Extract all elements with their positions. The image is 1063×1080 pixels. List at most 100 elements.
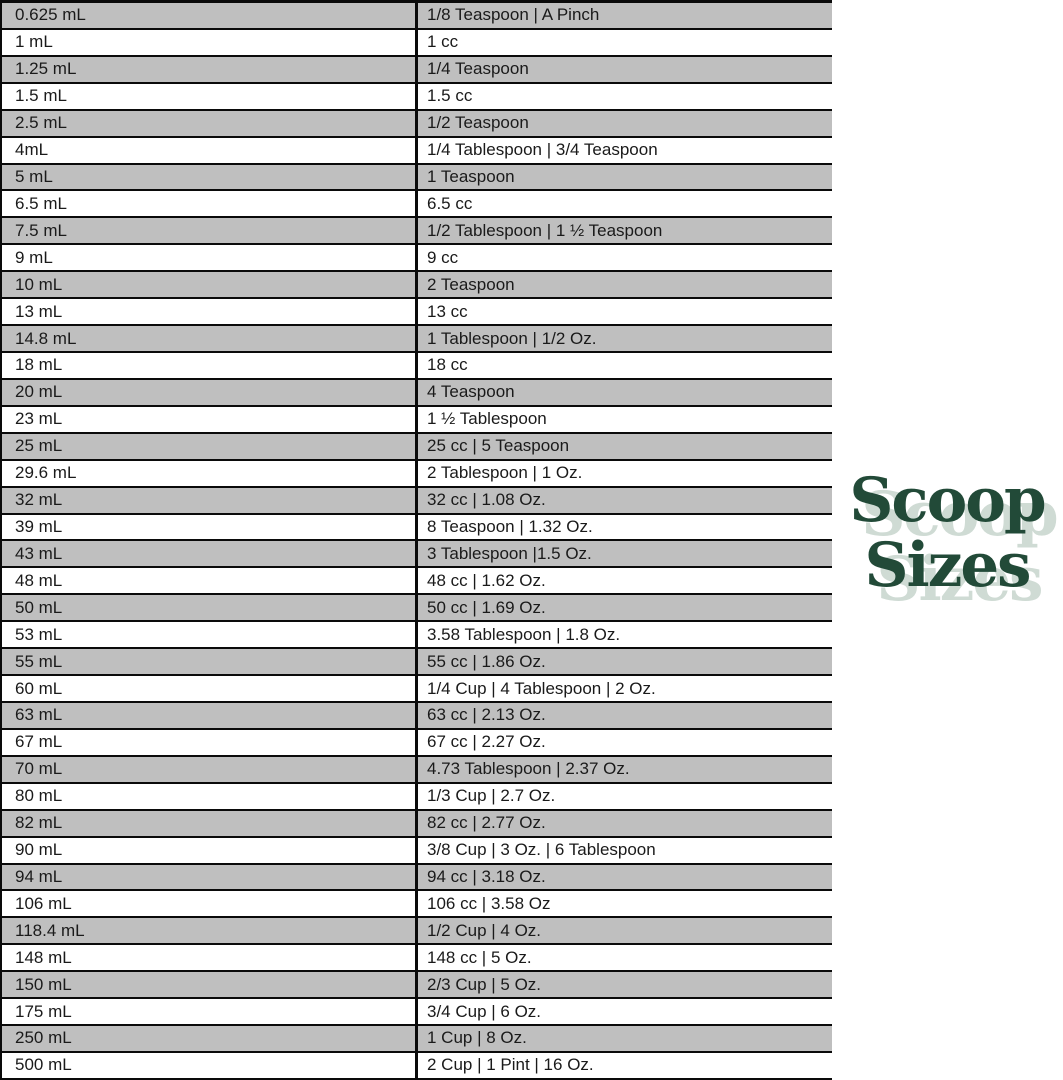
conversion-cell: 1 ½ Tablespoon (427, 409, 547, 429)
ml-cell: 82 mL (2, 810, 418, 836)
conversion-cell: 1/4 Cup | 4 Tablespoon | 2 Oz. (427, 678, 656, 698)
ml-cell: 1 mL (2, 29, 418, 55)
table-row: 20 mL 4 Teaspoon (2, 379, 832, 407)
ml-cell: 9 mL (2, 245, 418, 271)
ml-cell: 50 mL (2, 595, 418, 621)
table-row: 9 mL 9 cc (2, 245, 832, 273)
table-row: 1.5 mL 1.5 cc (2, 83, 832, 111)
table-row: 14.8 mL 1 Tablespoon | 1/2 Oz. (2, 326, 832, 353)
ml-cell: 23 mL (2, 406, 418, 432)
conversion-cell: 32 cc | 1.08 Oz. (427, 490, 546, 510)
table-row: 32 mL 32 cc | 1.08 Oz. (2, 487, 832, 515)
conversion-cell: 1/8 Teaspoon | A Pinch (427, 5, 600, 25)
conversion-cell: 63 cc | 2.13 Oz. (427, 705, 546, 725)
conversion-cell: 48 cc | 1.62 Oz. (427, 570, 546, 590)
table-row: 39 mL 8 Teaspoon | 1.32 Oz. (2, 514, 832, 542)
conversion-cell: 1 Tablespoon | 1/2 Oz. (427, 328, 597, 348)
table-row: 106 mL 106 cc | 3.58 Oz (2, 891, 832, 919)
conversion-cell: 1.5 cc (427, 86, 473, 106)
ml-cell: 150 mL (2, 972, 418, 998)
conversion-cell: 3 Tablespoon |1.5 Oz. (427, 543, 592, 563)
ml-cell: 94 mL (2, 864, 418, 890)
ml-cell: 106 mL (2, 891, 418, 917)
table-row: 7.5 mL 1/2 Tablespoon | 1 ½ Teaspoon (2, 218, 832, 246)
table-row: 53 mL 3.58 Tablespoon | 1.8 Oz. (2, 622, 832, 650)
ml-cell: 67 mL (2, 729, 418, 755)
conversion-cell: 4 Teaspoon (427, 382, 515, 402)
table-row: 70 mL 4.73 Tablespoon | 2.37 Oz. (2, 756, 832, 784)
table-row: 43 mL 3 Tablespoon |1.5 Oz. (2, 541, 832, 569)
table-row: 29.6 mL 2 Tablespoon | 1 Oz. (2, 460, 832, 488)
conversion-cell: 3/4 Cup | 6 Oz. (427, 1001, 542, 1021)
conversion-cell: 4.73 Tablespoon | 2.37 Oz. (427, 759, 630, 779)
table-row: 50 mL 50 cc | 1.69 Oz. (2, 595, 832, 623)
logo-line-1: Scoop (849, 465, 1046, 536)
ml-cell: 53 mL (2, 622, 418, 648)
scoop-sizes-logo: Scoop Sizes (831, 465, 1063, 601)
conversion-cell: 8 Teaspoon | 1.32 Oz. (427, 516, 593, 536)
ml-cell: 39 mL (2, 514, 418, 540)
conversion-cell: 1/2 Cup | 4 Oz. (427, 920, 542, 940)
table-row: 6.5 mL 6.5 cc (2, 191, 832, 219)
ml-cell: 0.625 mL (2, 3, 418, 28)
conversion-cell: 94 cc | 3.18 Oz. (427, 866, 546, 886)
table-row: 25 mL 25 cc | 5 Teaspoon (2, 433, 832, 461)
table-row: 10 mL 2 Teaspoon (2, 272, 832, 300)
conversion-cell: 9 cc (427, 247, 459, 267)
table-row: 90 mL 3/8 Cup | 3 Oz. | 6 Tablespoon (2, 837, 832, 865)
ml-cell: 60 mL (2, 676, 418, 701)
ml-cell: 43 mL (2, 541, 418, 567)
conversion-cell: 2 Tablespoon | 1 Oz. (427, 463, 583, 483)
conversion-cell: 6.5 cc (427, 193, 473, 213)
ml-cell: 55 mL (2, 649, 418, 675)
table-row: 13 mL 13 cc (2, 299, 832, 327)
table-row: 1 mL 1 cc (2, 29, 832, 57)
conversion-cell: 50 cc | 1.69 Oz. (427, 597, 546, 617)
table-row: 175 mL 3/4 Cup | 6 Oz. (2, 999, 832, 1027)
table-row: 118.4 mL 1/2 Cup | 4 Oz. (2, 918, 832, 946)
ml-cell: 29.6 mL (2, 460, 418, 486)
table-row: 4mL 1/4 Tablespoon | 3/4 Teaspoon (2, 137, 832, 165)
table-row: 150 mL 2/3 Cup | 5 Oz. (2, 972, 832, 1000)
table-row: 67 mL 67 cc | 2.27 Oz. (2, 729, 832, 757)
table-row: 18 mL 18 cc (2, 352, 832, 380)
table-row: 0.625 mL 1/8 Teaspoon | A Pinch (2, 3, 832, 30)
table-row: 23 mL 1 ½ Tablespoon (2, 406, 832, 434)
conversion-cell: 25 cc | 5 Teaspoon (427, 436, 570, 456)
ml-cell: 175 mL (2, 999, 418, 1025)
ml-cell: 14.8 mL (2, 326, 418, 351)
conversion-cell: 3/8 Cup | 3 Oz. | 6 Tablespoon (427, 840, 656, 860)
conversion-cell: 2 Cup | 1 Pint | 16 Oz. (427, 1055, 594, 1075)
conversion-cell: 2 Teaspoon (427, 274, 515, 294)
table-row: 94 mL 94 cc | 3.18 Oz. (2, 864, 832, 892)
ml-cell: 2.5 mL (2, 110, 418, 136)
table-row: 5 mL 1 Teaspoon (2, 164, 832, 192)
table-row: 2.5 mL 1/2 Teaspoon (2, 110, 832, 138)
conversion-cell: 1/3 Cup | 2.7 Oz. (427, 786, 556, 806)
ml-cell: 6.5 mL (2, 191, 418, 217)
table-row: 63 mL 63 cc | 2.13 Oz. (2, 702, 832, 730)
conversion-cell: 3.58 Tablespoon | 1.8 Oz. (427, 624, 621, 644)
table-row: 1.25 mL 1/4 Teaspoon (2, 56, 832, 84)
ml-cell: 500 mL (2, 1052, 418, 1078)
conversion-cell: 1 Cup | 8 Oz. (427, 1028, 527, 1048)
ml-cell: 13 mL (2, 299, 418, 325)
ml-cell: 4mL (2, 137, 418, 163)
conversion-cell: 1 Teaspoon (427, 166, 515, 186)
conversion-cell: 82 cc | 2.77 Oz. (427, 813, 546, 833)
table-row: 60 mL 1/4 Cup | 4 Tablespoon | 2 Oz. (2, 676, 832, 703)
table-row: 250 mL 1 Cup | 8 Oz. (2, 1026, 832, 1053)
ml-cell: 118.4 mL (2, 918, 418, 944)
conversion-cell: 106 cc | 3.58 Oz (427, 893, 551, 913)
ml-cell: 5 mL (2, 164, 418, 190)
ml-cell: 20 mL (2, 379, 418, 405)
ml-cell: 1.25 mL (2, 56, 418, 82)
conversion-cell: 67 cc | 2.27 Oz. (427, 732, 546, 752)
logo-line-2: Sizes (864, 529, 1031, 601)
ml-cell: 18 mL (2, 352, 418, 378)
table-row: 500 mL 2 Cup | 1 Pint | 16 Oz. (2, 1052, 832, 1080)
conversion-cell: 18 cc (427, 355, 468, 375)
conversion-cell: 1/4 Teaspoon (427, 59, 529, 79)
ml-cell: 250 mL (2, 1026, 418, 1051)
